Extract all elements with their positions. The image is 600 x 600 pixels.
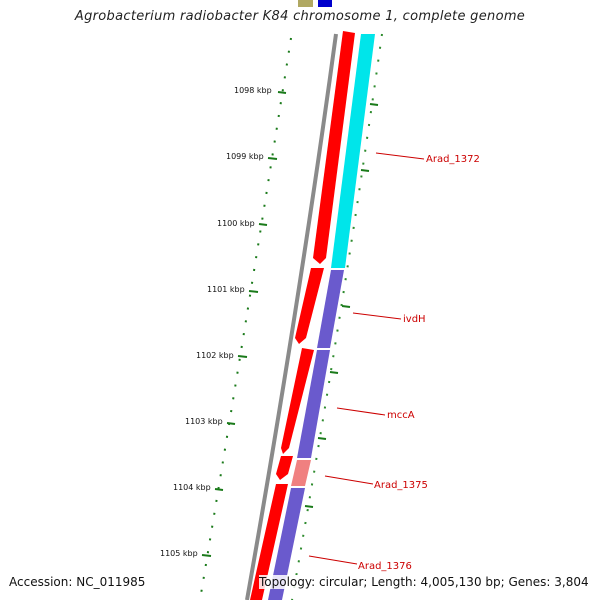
scale-label: 1100 kbp (217, 219, 255, 228)
scale-label: 1105 kbp (160, 549, 198, 558)
accession-text: Accession: NC_011985 (9, 575, 146, 589)
cds-forward-4 (276, 456, 293, 480)
scale-label: 1101 kbp (207, 285, 245, 294)
top-stub-olive (298, 0, 313, 7)
scale-label: 1098 kbp (234, 86, 272, 95)
scale-ticks (201, 91, 287, 557)
cds-arad-1376 (268, 488, 305, 600)
topology-text: Topology: circular; Length: 4,005,130 bp… (259, 575, 589, 589)
cds-forward-3 (281, 348, 314, 454)
scale-label: 1102 kbp (196, 351, 234, 360)
outer-ring-ticks (304, 103, 379, 508)
gene-label-arad-1376[interactable]: Arad_1376 (358, 561, 412, 572)
gene-label-mcca[interactable]: mccA (387, 410, 415, 421)
cds-forward-1 (313, 31, 355, 264)
scale-label: 1104 kbp (173, 483, 211, 492)
gene-label-arad-1375[interactable]: Arad_1375 (374, 480, 428, 491)
cds-forward-5 (250, 484, 288, 600)
cds-arad-1375 (291, 460, 311, 486)
gene-label-arad-1372[interactable]: Arad_1372 (426, 154, 480, 165)
gene-label-ivdh[interactable]: ivdH (403, 314, 426, 325)
scale-label: 1103 kbp (185, 417, 223, 426)
cds-ivdh (317, 270, 344, 348)
gene-leader-lines (308, 152, 425, 565)
cds-mcca (297, 350, 330, 458)
scale-label: 1099 kbp (226, 152, 264, 161)
map-title: Agrobacterium radiobacter K84 chromosome… (74, 9, 526, 24)
backbone-arc (245, 33, 338, 600)
cds-arad-1372 (331, 34, 375, 268)
inner-tick-ring (199, 37, 292, 600)
top-stub-blue (318, 0, 332, 7)
cds-forward-2 (295, 268, 324, 344)
